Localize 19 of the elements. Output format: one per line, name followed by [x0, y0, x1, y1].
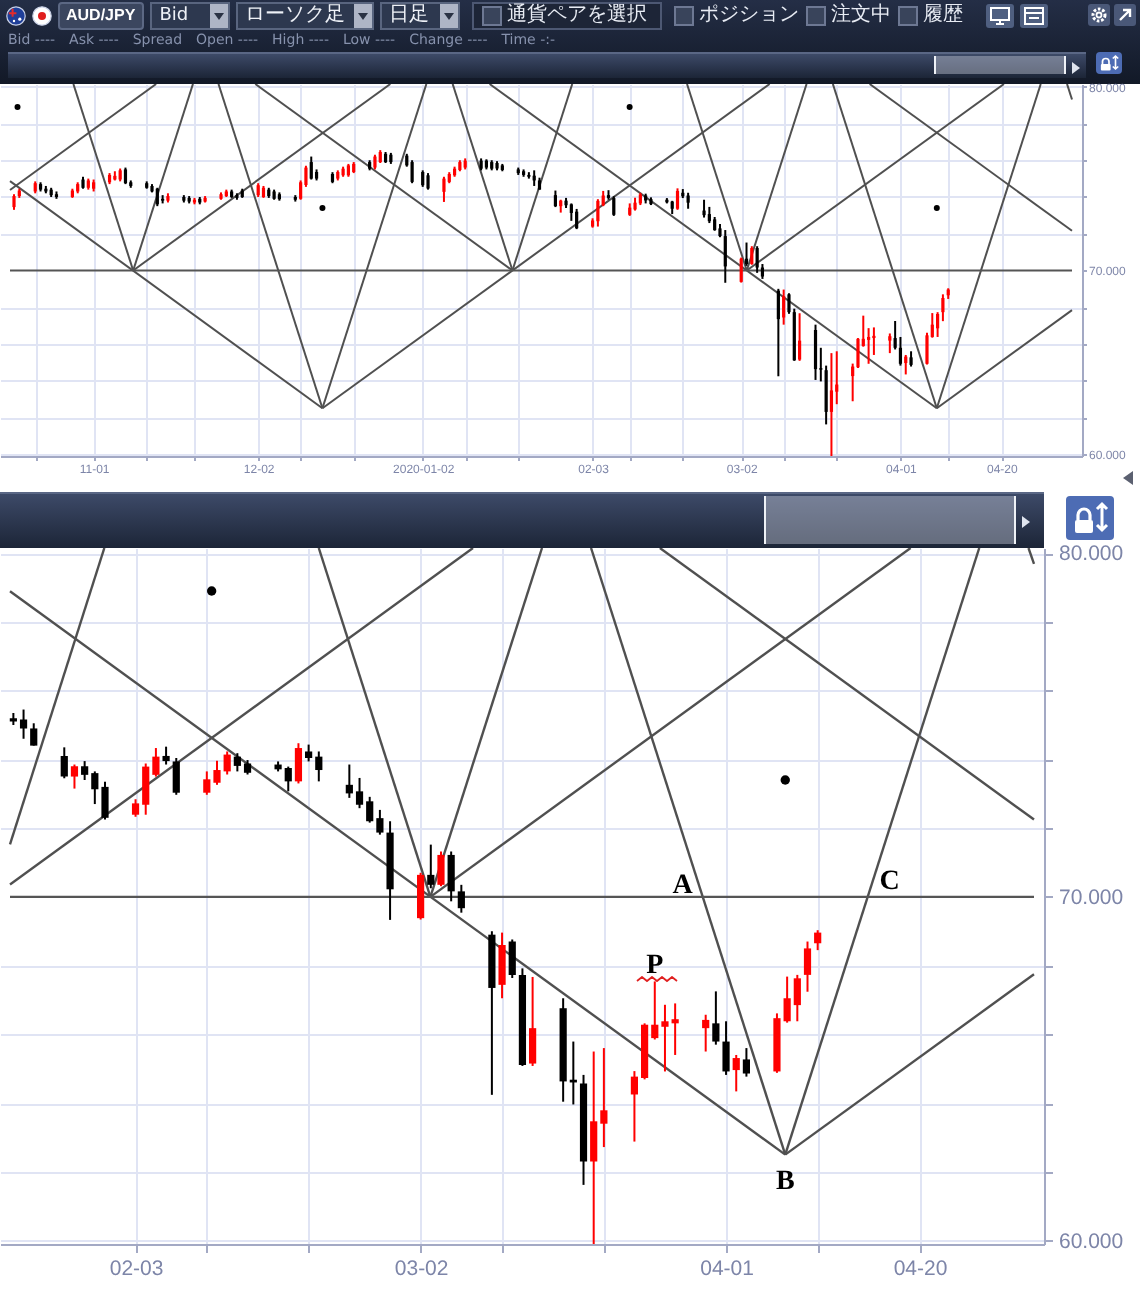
x-tick-label: 02-03 — [109, 1257, 164, 1281]
annotation: A — [672, 870, 695, 901]
x-tick-label: 04-20 — [893, 1257, 948, 1281]
text: ポジション — [699, 4, 800, 28]
dropdown: ローソク足 — [235, 2, 374, 30]
text: 注文中 — [831, 4, 892, 28]
annotation: P — [646, 951, 665, 982]
y-tick-label: 60.000 — [1059, 1229, 1124, 1254]
y-tick-label: 80.000 — [1059, 542, 1124, 567]
annotation: B — [775, 1166, 795, 1197]
button: AUD/JPY — [58, 2, 144, 30]
dropdown: 日足 — [379, 2, 460, 30]
x-tick-label: 04-01 — [700, 1257, 755, 1281]
y-tick-label: 70.000 — [1059, 885, 1124, 910]
annotation: C — [879, 866, 900, 897]
dropdown: Bid — [149, 2, 230, 30]
text: 履歴 — [923, 4, 964, 28]
x-tick-label: 03-02 — [394, 1257, 449, 1281]
button: 通貨ペアを選択 — [471, 2, 662, 30]
